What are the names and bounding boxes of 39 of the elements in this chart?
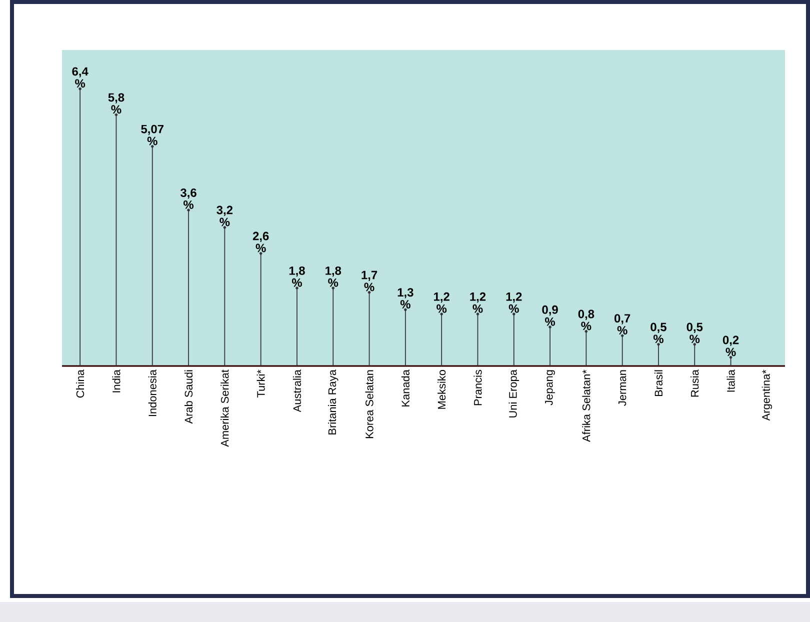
x-tick-label: Meksiko (438, 370, 446, 409)
x-tick-label: Kanada (401, 370, 410, 406)
data-label: 0,8 % (578, 310, 594, 330)
x-tick-label: Australia (292, 370, 302, 412)
data-label: 3,2 % (216, 206, 233, 226)
data-label: 0,9 % (542, 305, 558, 326)
data-label: 5,8 % (108, 93, 124, 114)
x-tick-label: Prancis (474, 370, 482, 406)
x-tick-label: Argentina* (762, 370, 772, 421)
x-tick-label: Rusia (690, 370, 699, 397)
data-label: 1,2 % (506, 292, 522, 313)
data-label: 5,07 % (141, 124, 164, 146)
data-label: 1,2 % (434, 292, 450, 313)
data-label: 3,6 % (180, 188, 196, 209)
x-tick-label: Brasil (654, 370, 663, 396)
data-label: 0,5 % (650, 322, 666, 344)
data-label: 1,8 % (289, 266, 305, 287)
data-label: 0,5 % (686, 322, 703, 344)
data-label: 2,6 % (252, 232, 269, 252)
x-tick-label: India (112, 370, 120, 392)
data-label: 1,3 % (398, 288, 414, 308)
x-tick-label: Britania Raya (328, 370, 338, 434)
data-label: 1,8 % (326, 266, 342, 287)
data-label: 0,7 % (614, 314, 630, 334)
x-tick-label: Jepang (545, 370, 555, 406)
x-tick-label: Uni Eropa (508, 370, 519, 418)
data-label: 1,2 % (470, 292, 486, 313)
x-tick-label: Amerika Serikat (220, 370, 229, 447)
data-label: 0,2 % (722, 336, 739, 356)
data-label: 1,7 % (362, 270, 378, 292)
x-tick-label: Korea Selatan (365, 370, 374, 438)
x-tick-label: Indonesia (148, 370, 156, 416)
x-tick-label: Afrika Selatan* (582, 370, 590, 442)
x-tick-label: China (76, 370, 84, 398)
x-tick-label: Jerman (618, 370, 626, 406)
x-tick-label: Turki* (256, 370, 265, 398)
x-tick-label: Italia (726, 370, 735, 392)
x-tick-label: Arab Saudi (184, 370, 193, 424)
data-label: 6,4 % (72, 67, 88, 88)
